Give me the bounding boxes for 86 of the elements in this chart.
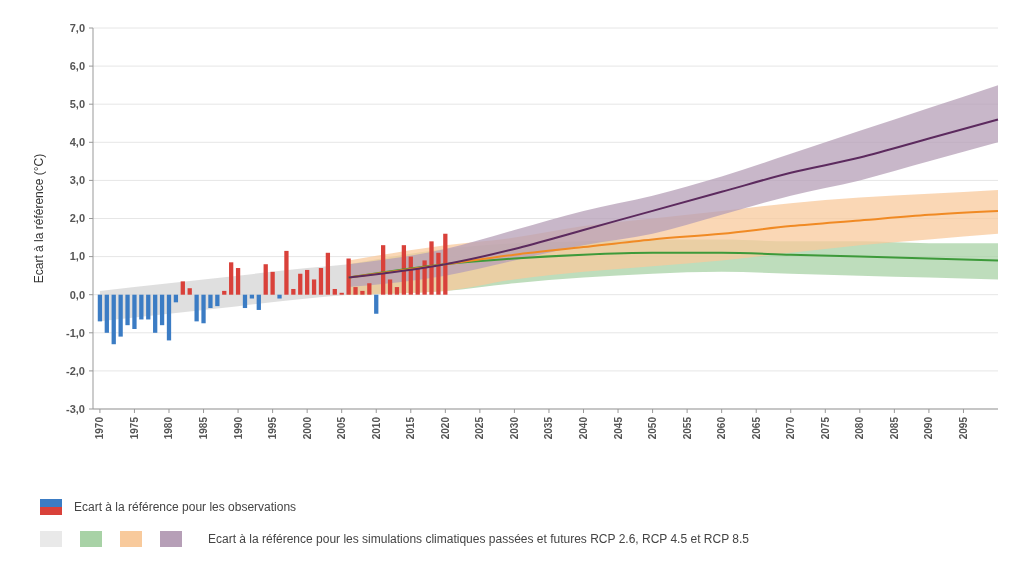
bar bbox=[291, 288, 296, 295]
x-tick-label: 2030 bbox=[508, 416, 520, 440]
x-tick-label: 1980 bbox=[163, 416, 175, 440]
bar bbox=[305, 269, 310, 295]
y-tick-label: 5,0 bbox=[69, 98, 85, 111]
line-series bbox=[347, 118, 999, 279]
y-tick-label: 3,0 bbox=[69, 174, 85, 187]
x-tick-label: 2085 bbox=[888, 416, 900, 440]
x-tick-label: 2010 bbox=[370, 416, 382, 440]
bar bbox=[159, 294, 165, 326]
y-tick-label: 4,0 bbox=[69, 136, 85, 149]
y-tick-label: 1,0 bbox=[69, 250, 85, 263]
bar bbox=[249, 294, 255, 299]
legend-label: Ecart à la référence pour les observations bbox=[74, 500, 297, 515]
x-tick-label: 2090 bbox=[923, 416, 935, 440]
bar bbox=[111, 294, 116, 345]
x-tick-label: 1990 bbox=[232, 416, 244, 440]
bar bbox=[97, 294, 103, 322]
x-tick-label: 2045 bbox=[612, 416, 624, 440]
bar bbox=[318, 268, 324, 295]
bar bbox=[270, 271, 275, 295]
x-tick-label: 1985 bbox=[198, 416, 210, 440]
bar bbox=[429, 241, 434, 295]
bar bbox=[332, 288, 337, 295]
x-tick-label: 2000 bbox=[301, 416, 313, 440]
bar bbox=[443, 233, 448, 295]
bar bbox=[166, 294, 172, 341]
bar bbox=[208, 294, 213, 309]
x-tick-label: 2095 bbox=[957, 416, 969, 440]
bar bbox=[146, 294, 151, 320]
y-tick-label: -1,0 bbox=[66, 326, 85, 339]
bar bbox=[387, 279, 393, 295]
bar bbox=[374, 294, 379, 314]
bar bbox=[125, 294, 130, 326]
y-axis-title: Ecart à la référence (°C) bbox=[32, 153, 46, 284]
bar bbox=[436, 252, 441, 295]
bar bbox=[215, 294, 220, 307]
x-tick-label: 2020 bbox=[439, 416, 451, 440]
x-tick-label: 1975 bbox=[128, 416, 140, 440]
bar bbox=[367, 283, 372, 295]
bar bbox=[242, 294, 248, 309]
x-tick-label: 2040 bbox=[578, 416, 589, 440]
bar bbox=[201, 294, 206, 324]
x-tick-label: 2005 bbox=[336, 416, 348, 440]
y-tick-label: 6,0 bbox=[69, 59, 85, 72]
x-tick-label: 2055 bbox=[681, 416, 693, 440]
bar bbox=[256, 294, 261, 310]
bar bbox=[139, 294, 144, 320]
x-tick-label: 2025 bbox=[474, 416, 486, 440]
x-tick-label: 1995 bbox=[267, 416, 279, 440]
bar bbox=[194, 294, 199, 322]
bar bbox=[422, 260, 427, 295]
y-tick-label: 0,0 bbox=[69, 288, 85, 301]
bar bbox=[311, 279, 317, 295]
x-tick-label: 2050 bbox=[647, 416, 659, 440]
bar bbox=[284, 250, 289, 295]
x-tick-label: 2080 bbox=[854, 416, 866, 440]
bar bbox=[118, 294, 123, 337]
bar bbox=[394, 287, 400, 295]
x-tick-label: 2065 bbox=[750, 416, 762, 440]
bar bbox=[153, 294, 158, 333]
bar bbox=[353, 287, 358, 295]
x-tick-label: 2075 bbox=[819, 416, 831, 440]
bar bbox=[132, 294, 137, 329]
y-tick-label: 7,0 bbox=[69, 21, 85, 34]
bar bbox=[360, 290, 365, 295]
y-tick-label: 2,0 bbox=[69, 212, 85, 225]
text: Ecart à la référence pour les simulations climatiques passées et futures RCP 2.6, RCP 4.5 et RCP 8.5 bbox=[208, 532, 750, 547]
bar bbox=[346, 258, 351, 295]
bar bbox=[325, 252, 331, 295]
x-tick-label: 1970 bbox=[94, 416, 106, 440]
bar bbox=[104, 294, 109, 333]
x-tick-label: 2070 bbox=[785, 416, 797, 440]
bar bbox=[222, 290, 227, 295]
bar bbox=[263, 264, 268, 295]
x-tick-label: 2060 bbox=[716, 416, 728, 440]
x-tick-label: 2035 bbox=[543, 416, 555, 440]
y-tick-label: -2,0 bbox=[66, 364, 85, 377]
bar bbox=[277, 294, 282, 299]
y-tick-label: -3,0 bbox=[66, 402, 85, 415]
bar bbox=[187, 288, 192, 295]
bar bbox=[235, 268, 241, 295]
x-tick-label: 2015 bbox=[405, 416, 417, 440]
bar bbox=[229, 262, 234, 295]
bar bbox=[298, 273, 303, 295]
bar bbox=[180, 281, 185, 295]
